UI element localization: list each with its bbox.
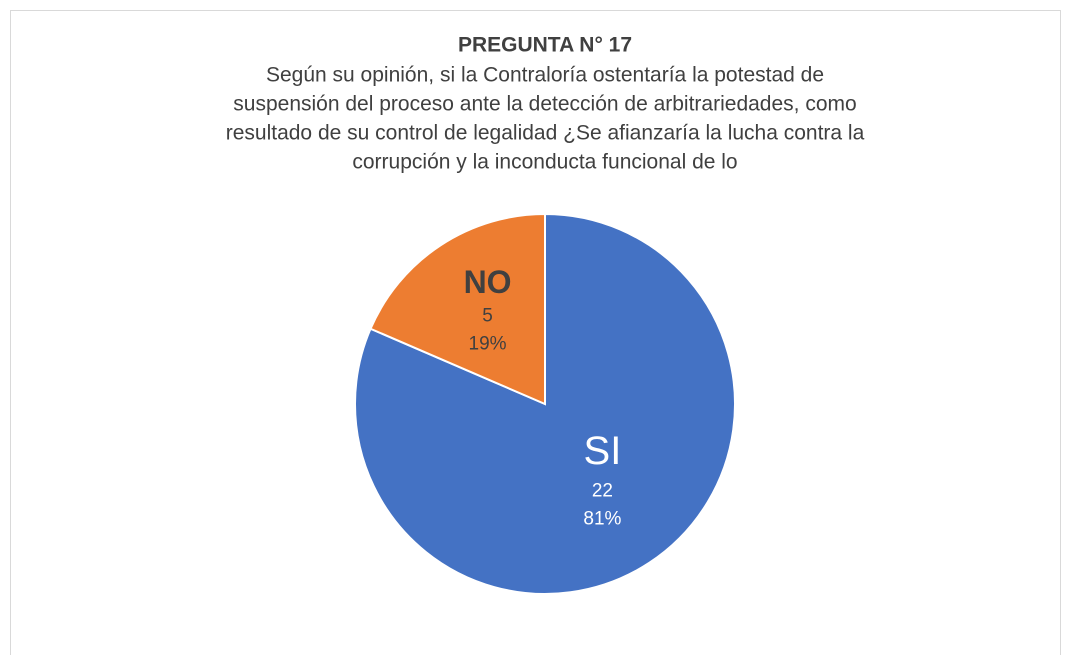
chart-subtitle: corrupción y la inconducta funcional de … <box>352 151 737 174</box>
slice-category-label: SI <box>584 429 622 473</box>
chart-title: PREGUNTA N° 17 <box>458 34 632 57</box>
slice-category-label: NO <box>464 264 512 300</box>
slice-percent-label: 19% <box>469 334 507 355</box>
slice-percent-label: 81% <box>583 508 621 529</box>
chart-subtitle: resultado de su control de legalidad ¿Se… <box>226 122 865 145</box>
chart-subtitle: suspensión del proceso ante la detección… <box>233 93 856 116</box>
slice-value-label: 22 <box>592 480 613 501</box>
pie-slice <box>369 212 546 406</box>
slice-value-label: 5 <box>482 306 493 327</box>
chart-subtitle: Según su opinión, si la Contraloría oste… <box>266 64 824 87</box>
